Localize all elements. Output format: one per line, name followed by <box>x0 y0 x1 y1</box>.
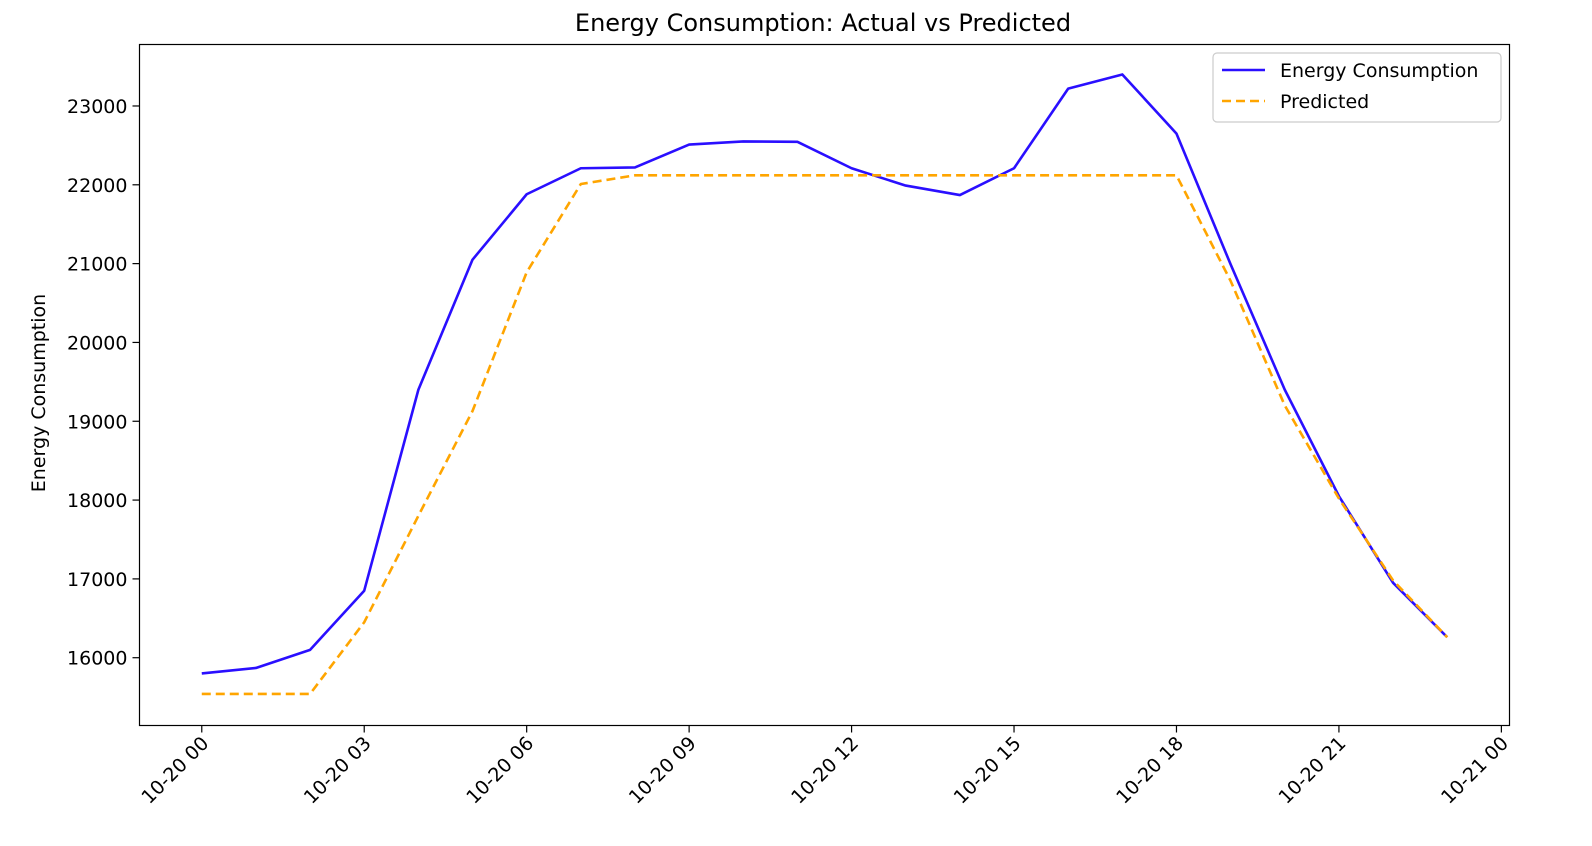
y-axis-ticks: 16000 17000 18000 19000 20000 21000 22000 23000 <box>67 96 140 670</box>
y-tick-label: 18000 <box>67 490 127 512</box>
plot-frame <box>138 43 1511 727</box>
y-axis-label: Energy Consumption <box>28 294 50 492</box>
series-line-predicted <box>201 174 1449 696</box>
legend: Energy Consumption Predicted <box>1212 52 1502 123</box>
legend-label-predicted: Predicted <box>1280 91 1369 113</box>
y-tick-label: 22000 <box>67 175 127 197</box>
chart-title: Energy Consumption: Actual vs Predicted <box>575 9 1071 37</box>
series-line-energy-consumption <box>201 73 1449 675</box>
y-tick-label: 17000 <box>67 569 127 591</box>
y-tick-label: 19000 <box>67 411 127 433</box>
y-tick-label: 20000 <box>67 332 127 354</box>
series-layer <box>201 73 1449 696</box>
y-tick-label: 23000 <box>67 96 127 118</box>
y-tick-label: 16000 <box>67 648 127 670</box>
legend-box <box>1212 52 1502 123</box>
y-tick-label: 21000 <box>67 254 127 276</box>
legend-label-energy-consumption: Energy Consumption <box>1280 60 1478 82</box>
